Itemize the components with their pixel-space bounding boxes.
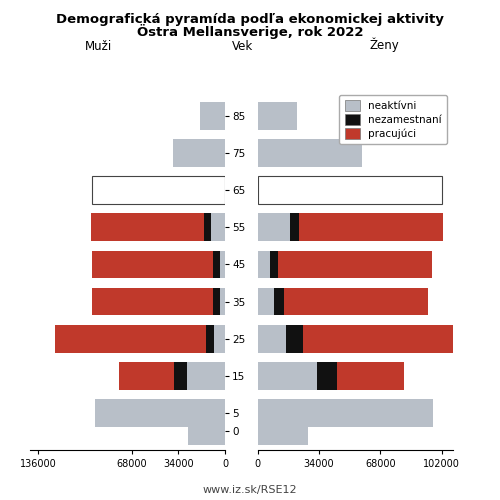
Text: www.iz.sk/RSE12: www.iz.sk/RSE12 [202, 485, 298, 495]
Bar [188, 418, 225, 446]
Bar [92, 176, 225, 204]
Bar [258, 288, 274, 316]
Bar [258, 102, 297, 130]
Bar [92, 250, 214, 278]
Bar [278, 250, 432, 278]
Bar [258, 418, 308, 446]
Bar [94, 399, 225, 427]
Bar [200, 102, 225, 130]
Bar [258, 399, 432, 427]
Bar [54, 324, 206, 352]
Bar [258, 250, 270, 278]
Bar [317, 362, 337, 390]
Bar [258, 214, 290, 241]
Bar [204, 214, 212, 241]
Text: Vek: Vek [232, 40, 253, 52]
Bar [337, 362, 404, 390]
Text: Demografická pyramída podľa ekonomickej aktivity: Demografická pyramída podľa ekonomickej … [56, 12, 444, 26]
Bar [174, 362, 186, 390]
Text: Muži: Muži [84, 40, 112, 52]
Bar [258, 362, 317, 390]
Bar [220, 250, 225, 278]
Bar [92, 288, 214, 316]
Bar [274, 288, 283, 316]
Bar [258, 324, 286, 352]
Bar [290, 214, 299, 241]
Bar [286, 324, 302, 352]
Bar [214, 324, 225, 352]
Bar [120, 362, 174, 390]
Bar [212, 214, 225, 241]
Bar [91, 214, 204, 241]
Bar [270, 250, 278, 278]
Bar [258, 176, 442, 204]
Bar [206, 324, 214, 352]
Bar [173, 139, 225, 167]
Bar [186, 362, 225, 390]
Bar [302, 324, 478, 352]
Bar [214, 250, 220, 278]
Bar [299, 214, 444, 241]
Text: Östra Mellansverige, rok 2022: Östra Mellansverige, rok 2022 [137, 24, 363, 39]
Text: Ženy: Ženy [370, 38, 399, 52]
Bar [284, 288, 428, 316]
Legend: neaktívni, nezamestnaní, pracujúci: neaktívni, nezamestnaní, pracujúci [340, 95, 448, 144]
Bar [220, 288, 225, 316]
Bar [214, 288, 220, 316]
Bar [258, 139, 362, 167]
